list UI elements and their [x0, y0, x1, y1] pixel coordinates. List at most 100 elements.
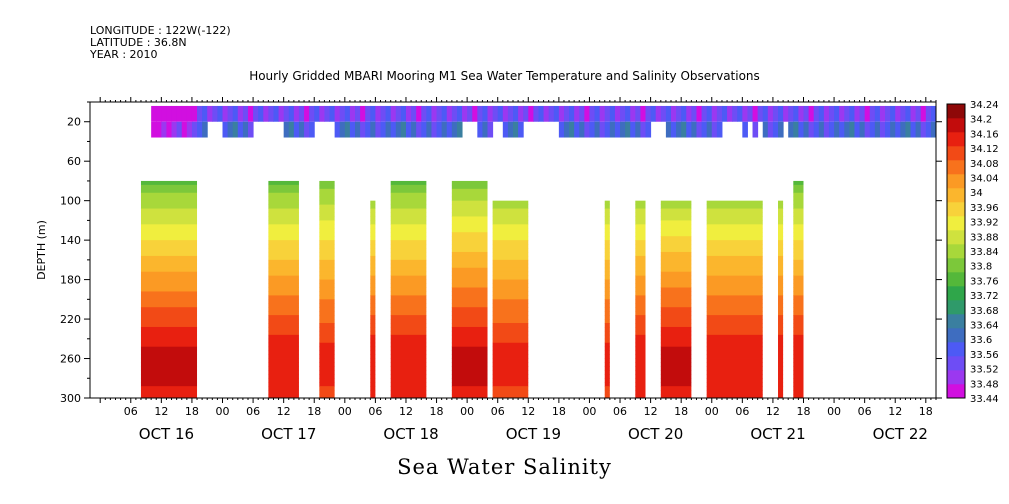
salinity-cell	[319, 200, 335, 206]
surface-band-cell	[385, 121, 392, 138]
salinity-cell	[319, 184, 335, 190]
surface-band-cell	[818, 105, 825, 122]
salinity-cell	[604, 271, 610, 277]
salinity-cell	[604, 244, 610, 249]
salinity-cell	[268, 330, 299, 336]
salinity-cell	[268, 346, 299, 352]
colorbar-swatch	[947, 174, 965, 189]
salinity-cell	[390, 326, 427, 332]
surface-band-cell	[375, 121, 381, 138]
salinity-cell	[604, 394, 610, 399]
salinity-cell	[140, 244, 198, 249]
salinity-cell	[390, 330, 427, 336]
salinity-cell	[706, 240, 763, 245]
salinity-cell	[390, 323, 427, 328]
surface-band-cell	[752, 121, 759, 138]
colorbar-label: 34.2	[970, 115, 992, 126]
salinity-cell	[140, 184, 198, 190]
salinity-cell	[451, 192, 488, 198]
salinity-cell	[635, 267, 646, 273]
salinity-cell	[390, 200, 427, 206]
salinity-cell	[268, 358, 299, 363]
salinity-cell	[635, 370, 646, 375]
colorbar-label: 34.04	[970, 174, 999, 185]
salinity-cell	[778, 208, 784, 213]
salinity-cell	[492, 232, 529, 237]
salinity-cell	[604, 342, 610, 348]
salinity-cell	[793, 275, 804, 280]
salinity-cell	[635, 358, 646, 363]
salinity-cell	[140, 291, 198, 296]
surface-band-cell	[151, 121, 157, 138]
salinity-cell	[451, 323, 488, 328]
salinity-cell	[793, 370, 804, 375]
surface-band-cell	[232, 121, 239, 138]
surface-band-cell	[594, 121, 601, 138]
salinity-cell	[370, 299, 376, 304]
x-tick-label: 00	[338, 405, 352, 418]
salinity-cell	[604, 240, 610, 245]
surface-band-cell	[421, 105, 427, 122]
salinity-cell	[604, 299, 610, 304]
surface-band-cell	[355, 105, 361, 122]
salinity-cell	[660, 319, 692, 324]
salinity-cell	[140, 275, 198, 280]
salinity-cell	[451, 279, 488, 284]
salinity-cell	[370, 232, 376, 237]
surface-band-cell	[242, 121, 249, 138]
salinity-cell	[268, 196, 299, 202]
surface-band-cell	[370, 121, 376, 138]
salinity-cell	[268, 323, 299, 328]
surface-band-cell	[686, 121, 692, 138]
salinity-cell	[660, 386, 692, 391]
salinity-cell	[140, 319, 198, 324]
salinity-cell	[492, 390, 529, 395]
surface-band-cell	[569, 121, 575, 138]
surface-band-cell	[451, 121, 458, 138]
salinity-cell	[319, 251, 335, 257]
salinity-cell	[778, 299, 784, 304]
surface-band-cell	[681, 121, 687, 138]
salinity-cell	[390, 255, 427, 261]
salinity-cell	[492, 374, 529, 379]
x-tick-label: 06	[613, 405, 627, 418]
salinity-cell	[635, 350, 646, 355]
salinity-cell	[319, 263, 335, 269]
salinity-cell	[370, 236, 376, 241]
salinity-cell	[370, 291, 376, 296]
salinity-cell	[390, 362, 427, 367]
surface-band-cell	[604, 105, 611, 122]
colorbar-label: 33.76	[970, 276, 999, 287]
salinity-cell	[319, 224, 335, 229]
salinity-cell	[706, 228, 763, 233]
surface-band-cell	[293, 105, 300, 122]
salinity-cell	[604, 382, 610, 387]
salinity-cell	[778, 311, 784, 316]
salinity-cell	[635, 259, 646, 265]
salinity-cell	[319, 370, 335, 375]
salinity-cell	[604, 216, 610, 221]
salinity-cell	[140, 386, 198, 391]
salinity-cell	[635, 323, 646, 328]
salinity-cell	[370, 358, 376, 363]
salinity-cell	[635, 204, 646, 209]
surface-band-cell	[798, 121, 804, 138]
salinity-cell	[451, 220, 488, 225]
salinity-cell	[492, 386, 529, 391]
surface-band-cell	[716, 121, 723, 138]
surface-band-cell	[405, 105, 412, 122]
surface-band-cell	[543, 105, 550, 122]
x-tick-label: 00	[582, 405, 596, 418]
surface-band-cell	[681, 105, 687, 122]
salinity-cell	[140, 354, 198, 359]
surface-band-cell	[441, 105, 448, 122]
x-tick-label: 06	[491, 405, 505, 418]
salinity-cell	[706, 319, 763, 324]
salinity-cell	[604, 326, 610, 332]
surface-band-cell	[176, 121, 183, 138]
surface-band-cell	[431, 121, 438, 138]
salinity-cell	[660, 358, 692, 363]
salinity-cell	[492, 330, 529, 336]
salinity-cell	[268, 224, 299, 229]
salinity-cell	[140, 374, 198, 379]
